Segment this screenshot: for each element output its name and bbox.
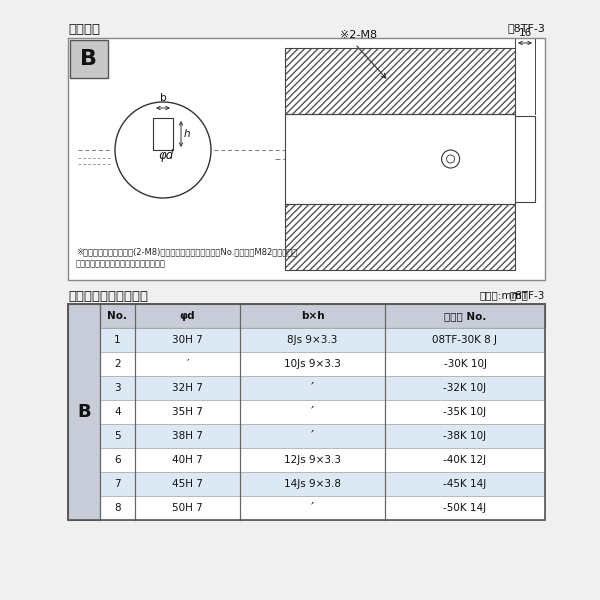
Bar (68, 304, 100, 520)
Text: ′: ′ (311, 429, 314, 443)
Text: ′: ′ (187, 359, 188, 369)
Bar (68, 304, 545, 520)
Bar (100, 496, 545, 520)
Text: 6: 6 (114, 455, 121, 465)
Circle shape (442, 150, 460, 168)
Text: 35H 7: 35H 7 (172, 407, 203, 417)
Text: 12Js 9×3.3: 12Js 9×3.3 (284, 455, 341, 465)
Text: 軸穴形状: 軸穴形状 (68, 23, 100, 36)
Text: 7: 7 (114, 479, 121, 489)
Bar (285, 48, 515, 114)
Text: b: b (160, 93, 166, 103)
Text: 5: 5 (114, 431, 121, 441)
Text: 8Js 9×3.3: 8Js 9×3.3 (287, 335, 338, 345)
Bar (100, 376, 545, 400)
Text: 30H 7: 30H 7 (172, 335, 203, 345)
Text: （セットボルトは付属されています。）: （セットボルトは付属されています。） (76, 259, 166, 268)
Text: 1: 1 (114, 335, 121, 345)
Bar (70, 40, 108, 78)
Text: 4: 4 (114, 407, 121, 417)
Text: 3: 3 (114, 383, 121, 393)
Bar (100, 424, 545, 448)
Text: B: B (77, 403, 91, 421)
Text: h: h (184, 129, 191, 139)
Text: -30K 10J: -30K 10J (443, 359, 487, 369)
Text: -45K 14J: -45K 14J (443, 479, 487, 489)
Bar (285, 48, 515, 114)
Text: 45H 7: 45H 7 (172, 479, 203, 489)
Text: 32H 7: 32H 7 (172, 383, 203, 393)
Text: 14Js 9×3.8: 14Js 9×3.8 (284, 479, 341, 489)
Bar (285, 114, 515, 204)
Bar (153, 118, 173, 150)
Bar (100, 352, 545, 376)
Bar (285, 204, 515, 270)
Bar (68, 38, 545, 280)
Text: 16: 16 (518, 28, 532, 38)
Bar (285, 204, 515, 270)
Text: ′: ′ (311, 381, 314, 395)
Text: -38K 10J: -38K 10J (443, 431, 487, 441)
Text: 8: 8 (114, 503, 121, 513)
Text: ※セットボルト用タップ(2-M8)が必要な場合は右記コードNo.の末尾にM82を付ける。: ※セットボルト用タップ(2-M8)が必要な場合は右記コードNo.の末尾にM82を… (76, 247, 297, 256)
Text: φd: φd (179, 311, 196, 321)
Bar (100, 328, 545, 352)
Bar (100, 448, 545, 472)
Text: -40K 12J: -40K 12J (443, 455, 487, 465)
Text: φd: φd (158, 148, 173, 161)
Bar (524, 116, 535, 202)
Text: ′: ′ (311, 405, 314, 419)
Bar (100, 304, 545, 328)
Text: （単位:mm）: （単位:mm） (480, 290, 529, 300)
Text: 38H 7: 38H 7 (172, 431, 203, 441)
Text: ※2-M8: ※2-M8 (340, 30, 377, 40)
Text: 2: 2 (114, 359, 121, 369)
Text: No.: No. (107, 311, 128, 321)
Bar (100, 400, 545, 424)
Text: B: B (80, 49, 97, 69)
Text: 50H 7: 50H 7 (172, 503, 203, 513)
Text: 囸8TF-3: 囸8TF-3 (507, 23, 545, 33)
Text: -50K 14J: -50K 14J (443, 503, 487, 513)
Text: b×h: b×h (301, 311, 325, 321)
Text: 軸穴形状コード一覧表: 軸穴形状コード一覧表 (68, 290, 148, 303)
Text: 08TF-30K 8 J: 08TF-30K 8 J (433, 335, 497, 345)
Text: -32K 10J: -32K 10J (443, 383, 487, 393)
Text: -35K 10J: -35K 10J (443, 407, 487, 417)
Text: コード No.: コード No. (444, 311, 486, 321)
Text: 10Js 9×3.3: 10Js 9×3.3 (284, 359, 341, 369)
Text: 40H 7: 40H 7 (172, 455, 203, 465)
Bar (515, 116, 535, 202)
Bar (100, 472, 545, 496)
Circle shape (115, 102, 211, 198)
Bar (68, 304, 545, 520)
Text: 袆8TF-3: 袆8TF-3 (509, 290, 545, 300)
Text: ′: ′ (311, 501, 314, 515)
